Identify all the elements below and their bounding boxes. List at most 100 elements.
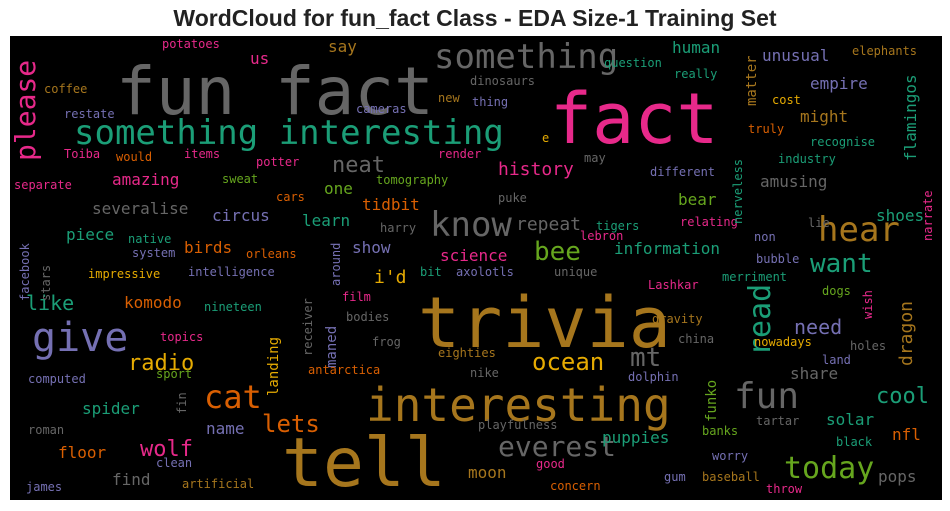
cloud-word: bodies xyxy=(346,310,389,324)
cloud-word: topics xyxy=(160,330,203,344)
cloud-word: circus xyxy=(212,206,270,225)
cloud-word: tigers xyxy=(596,219,639,233)
cloud-word: stars xyxy=(39,265,53,301)
cloud-word: human xyxy=(672,38,720,57)
cloud-word: new xyxy=(438,91,460,105)
cloud-word: native xyxy=(128,232,171,246)
cloud-word: trivia xyxy=(418,282,671,364)
cloud-word: neat xyxy=(332,153,385,178)
cloud-word: tomography xyxy=(376,173,448,187)
cloud-word: unique xyxy=(554,265,597,279)
cloud-word: banks xyxy=(702,424,738,438)
cloud-word: unusual xyxy=(762,46,829,65)
cloud-word: cost xyxy=(772,93,801,107)
cloud-word: would xyxy=(116,150,152,164)
cloud-word: system xyxy=(132,246,175,260)
cloud-word: cat xyxy=(204,378,262,416)
cloud-word: repeat xyxy=(516,214,581,235)
cloud-word: solar xyxy=(826,410,875,429)
cloud-word: want xyxy=(810,249,873,279)
cloud-background xyxy=(10,36,942,500)
cloud-word: today xyxy=(784,451,874,486)
cloud-word: clean xyxy=(156,456,192,470)
cloud-word: share xyxy=(790,364,838,383)
cloud-word: potatoes xyxy=(162,37,220,51)
cloud-word: fact xyxy=(550,78,719,160)
cloud-word: baseball xyxy=(702,470,760,484)
cloud-word: harry xyxy=(380,221,416,235)
cloud-word: bear xyxy=(678,190,717,209)
cloud-word: cars xyxy=(276,190,305,204)
cloud-word: axolotls xyxy=(456,265,514,279)
cloud-word: nike xyxy=(470,366,499,380)
cloud-word: maned xyxy=(324,326,340,368)
cloud-word: sport xyxy=(156,367,192,381)
cloud-word: eighties xyxy=(438,346,496,360)
cloud-word: around xyxy=(329,243,343,286)
cloud-word: amusing xyxy=(760,172,827,191)
cloud-word: science xyxy=(440,246,507,265)
cloud-word: gravity xyxy=(652,312,703,326)
cloud-word: read xyxy=(743,284,778,356)
cloud-word: render xyxy=(438,147,481,161)
cloud-word: china xyxy=(678,332,714,346)
cloud-word: spider xyxy=(82,399,140,418)
cloud-word: nerveless xyxy=(731,159,745,224)
cloud-word: dogs xyxy=(822,284,851,298)
cloud-word: different xyxy=(650,165,715,179)
cloud-word: film xyxy=(342,290,371,304)
cloud-word: roman xyxy=(28,423,64,437)
cloud-word: might xyxy=(800,107,848,126)
cloud-word: please xyxy=(10,60,42,161)
cloud-word: separate xyxy=(14,178,72,192)
cloud-word: mt xyxy=(630,343,661,373)
cloud-word: cool xyxy=(876,384,929,409)
cloud-word: radio xyxy=(128,351,194,376)
cloud-word: wolf xyxy=(140,437,193,462)
cloud-word: lebron xyxy=(580,229,623,243)
cloud-word: fun xyxy=(734,376,799,417)
chart-title: WordCloud for fun_fact Class - EDA Size-… xyxy=(173,5,777,31)
cloud-word: bubble xyxy=(756,252,799,266)
cloud-word: truly xyxy=(748,122,784,136)
cloud-word: information xyxy=(614,239,720,258)
cloud-word: good xyxy=(536,457,565,471)
cloud-word: receiver xyxy=(301,298,315,356)
cloud-word: frog xyxy=(372,335,401,349)
cloud-word: fin xyxy=(175,392,189,414)
cloud-word: dinosaurs xyxy=(470,74,535,88)
cloud-word: nfl xyxy=(892,425,921,444)
cloud-word: non xyxy=(754,230,776,244)
cloud-word: facebook xyxy=(18,242,32,301)
cloud-word: coffee xyxy=(44,82,87,96)
cloud-word: us xyxy=(250,49,269,68)
cloud-word: question xyxy=(604,56,662,70)
cloud-word: know xyxy=(430,205,512,245)
cloud-word: wish xyxy=(861,290,875,319)
cloud-word: amazing xyxy=(112,170,179,189)
cloud-word: tidbit xyxy=(362,195,420,214)
cloud-word: history xyxy=(498,159,574,180)
cloud-word: elephants xyxy=(852,44,917,58)
cloud-word: learn xyxy=(302,211,350,230)
cloud-word: e xyxy=(542,131,549,145)
cloud-word: severalise xyxy=(92,199,188,218)
cloud-word: sweat xyxy=(222,172,258,186)
cloud-word: need xyxy=(794,315,842,339)
cloud-word: puke xyxy=(498,191,527,205)
cloud-word: dolphin xyxy=(628,370,679,384)
cloud-word: computed xyxy=(28,372,86,386)
cloud-word: antarctica xyxy=(308,363,380,377)
cloud-word: worry xyxy=(712,449,748,463)
cloud-word: piece xyxy=(66,225,114,244)
cloud-word: potter xyxy=(256,155,299,169)
cloud-word: landing xyxy=(266,337,282,396)
cloud-word: intelligence xyxy=(188,265,275,279)
cloud-word: impressive xyxy=(88,267,160,281)
cloud-word: one xyxy=(324,179,353,198)
cloud-word: items xyxy=(184,147,220,161)
cloud-word: bit xyxy=(420,265,442,279)
cloud-word: lets xyxy=(262,410,320,438)
cloud-word: tell xyxy=(282,424,446,500)
cloud-word: narrate xyxy=(921,190,935,241)
